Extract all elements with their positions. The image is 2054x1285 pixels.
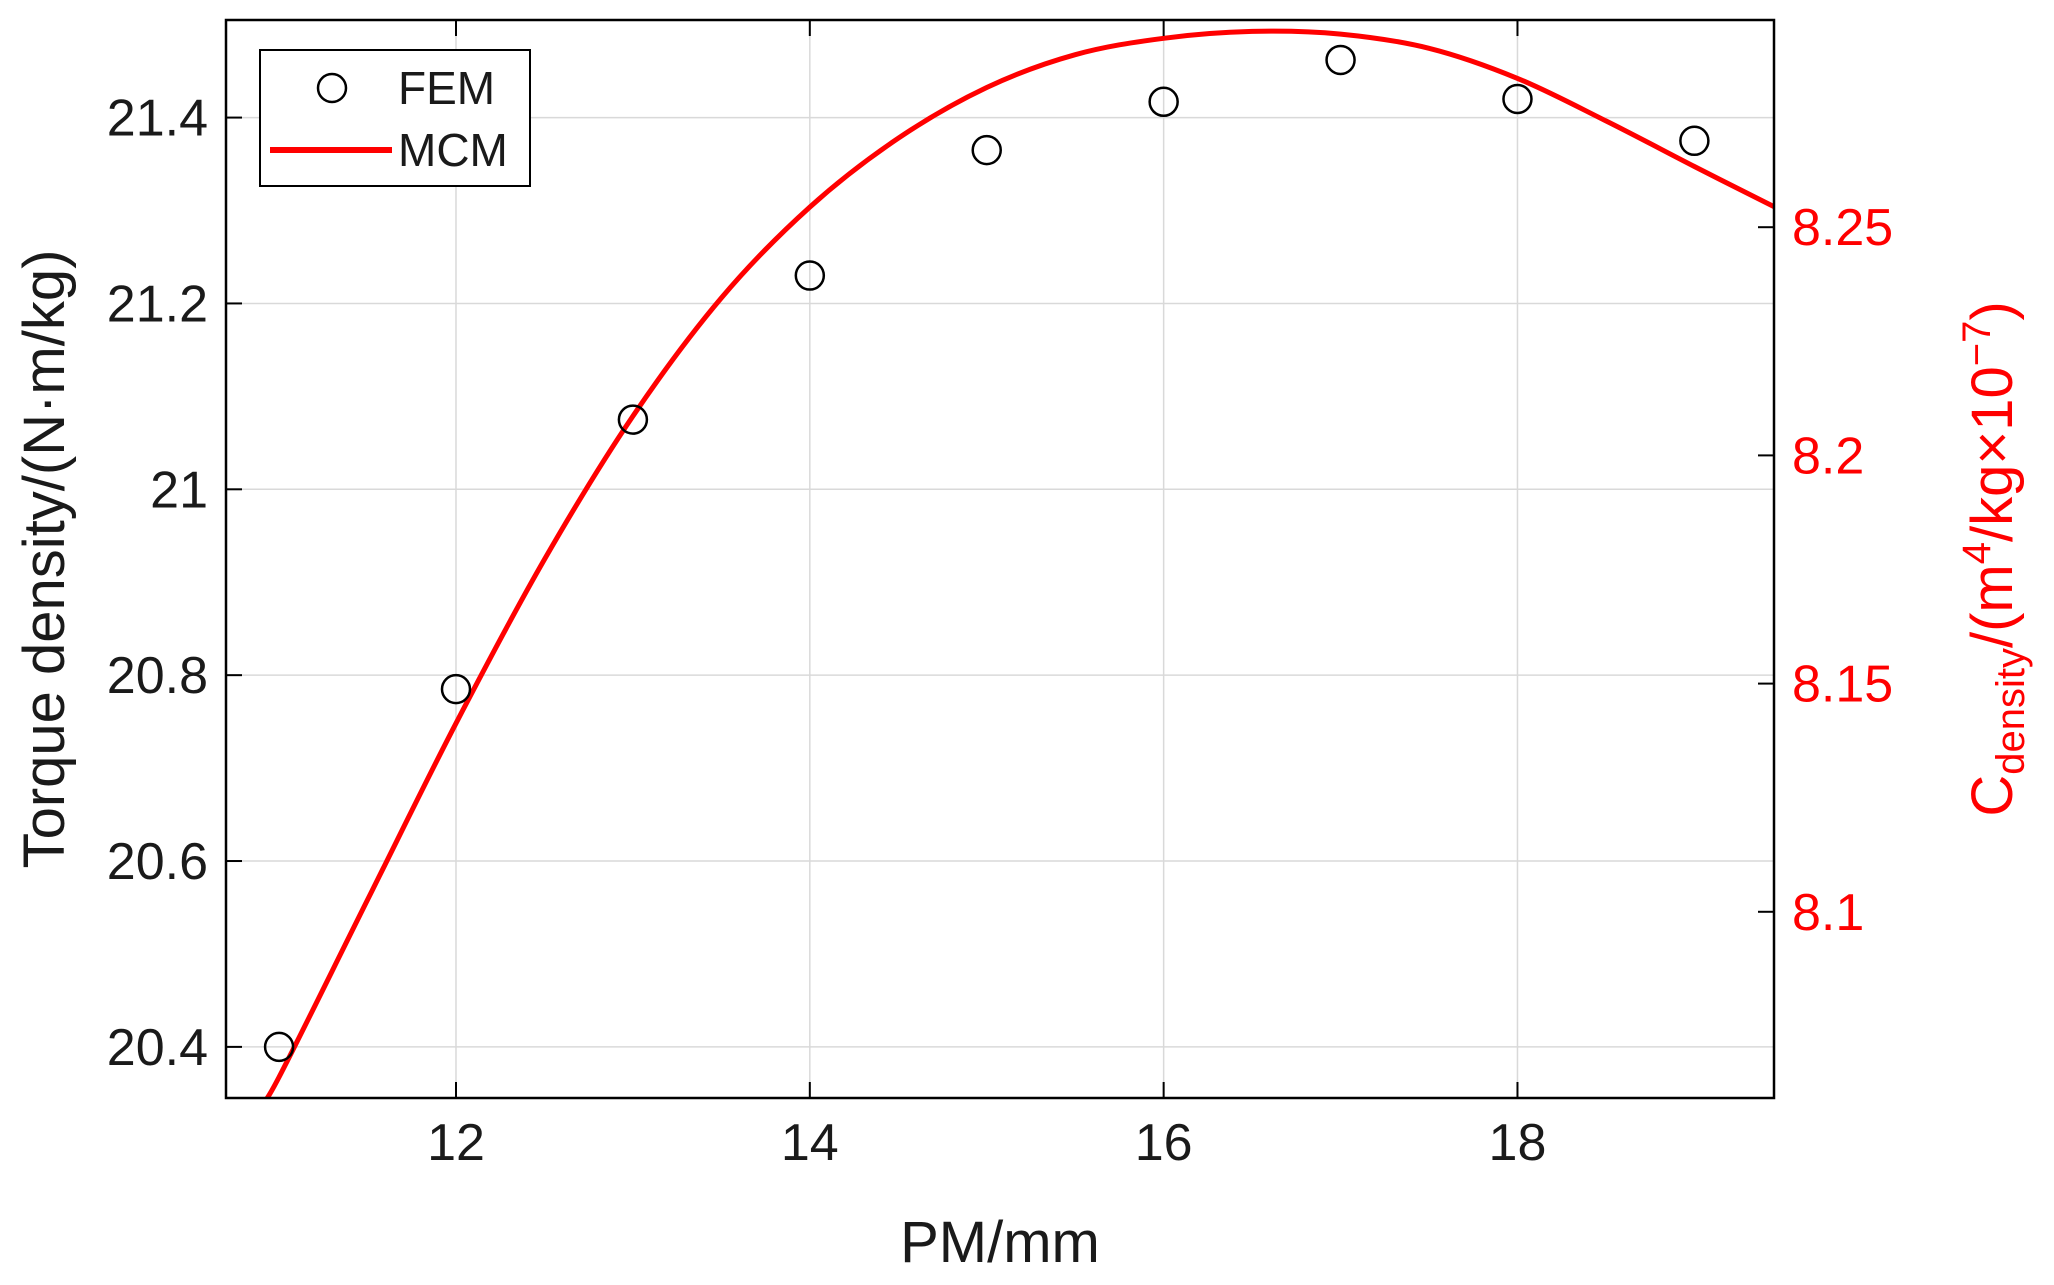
x-tick-label: 12 (427, 1114, 485, 1172)
right-y-title-after: /kg×10 (1960, 366, 2025, 542)
legend: FEM MCM (259, 49, 531, 187)
legend-fem-label: FEM (398, 62, 495, 114)
tick-marks-layer (226, 20, 1774, 1098)
fem-point (794, 260, 826, 291)
fem-point (440, 673, 472, 705)
fem-point (1148, 86, 1179, 118)
x-tick-label: 14 (781, 1114, 839, 1172)
y-right-tick-label: 8.25 (1792, 199, 1893, 257)
plot-frame (224, 18, 1776, 1100)
x-tick-label: 16 (1135, 1114, 1193, 1172)
y-right-tick-label: 8.1 (1792, 884, 1864, 942)
right-y-title-middle: /(m (1960, 564, 2025, 648)
bottom-tick-labels: 12 14 16 18 (427, 1114, 1546, 1172)
legend-fem-marker (316, 72, 348, 104)
right-y-title-base: C (1960, 775, 2025, 817)
y-tick-label: 20.4 (107, 1019, 208, 1077)
y-tick-label: 20.8 (107, 647, 208, 705)
legend-mcm-label: MCM (398, 124, 508, 176)
right-y-title-superscript-2: −7 (1955, 321, 1999, 367)
fem-point (263, 1031, 295, 1063)
y-right-tick-label: 8.15 (1792, 656, 1893, 714)
fem-point (1325, 44, 1356, 76)
right-y-axis-title: Cdensity/(m4/kg×10−7) (1955, 301, 2033, 816)
y-axis-title: Torque density/(N·m/kg) (12, 250, 77, 869)
y-tick-label: 21 (150, 461, 208, 519)
y-tick-label: 21.2 (107, 275, 208, 333)
fem-point (617, 404, 649, 435)
fem-series-layer (263, 44, 1710, 1063)
fem-point (971, 134, 1002, 166)
mcm-series-layer (264, 28, 1774, 1098)
legend-box (259, 49, 531, 187)
mcm-line (264, 28, 1774, 1098)
y-tick-label: 21.4 (107, 90, 208, 148)
y-right-tick-label: 8.2 (1792, 427, 1864, 485)
right-y-title-superscript-1: 4 (1955, 542, 1999, 564)
left-tick-labels: 20.4 20.6 20.8 21 21.2 21.4 (107, 90, 208, 1077)
right-y-title-subscript: density (1989, 648, 2033, 775)
x-axis-title: PM/mm (900, 1210, 1100, 1275)
fem-point (1502, 83, 1533, 115)
x-tick-label: 18 (1489, 1114, 1547, 1172)
right-tick-labels: 8.1 8.15 8.2 8.25 (1792, 199, 1893, 942)
fem-point (1679, 125, 1710, 157)
right-y-title-end: ) (1960, 301, 2025, 320)
y-tick-label: 20.6 (107, 833, 208, 891)
